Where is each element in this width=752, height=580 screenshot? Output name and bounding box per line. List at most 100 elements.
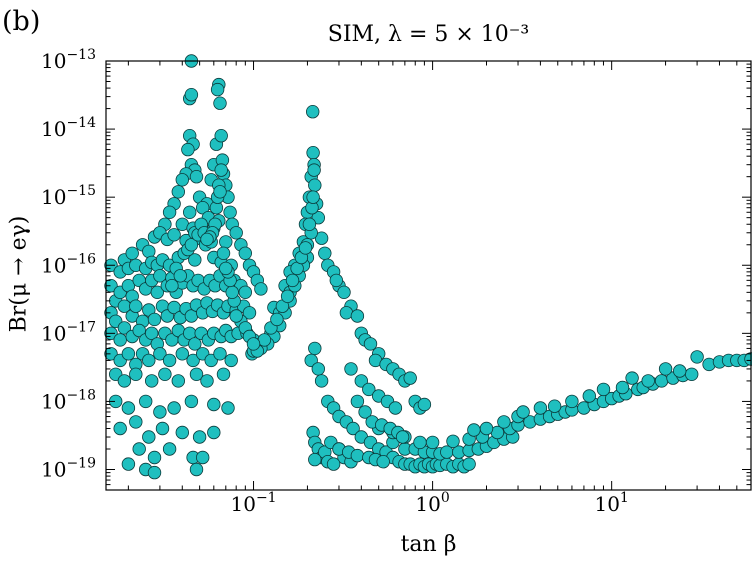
data-point bbox=[388, 401, 403, 415]
data-point bbox=[214, 163, 228, 177]
data-point bbox=[171, 374, 186, 388]
panel-label: (b) bbox=[2, 6, 41, 37]
data-point bbox=[173, 269, 188, 283]
y-tick-exponent: −19 bbox=[66, 456, 96, 472]
x-tick-exponent: 1 bbox=[620, 490, 629, 506]
data-point bbox=[125, 246, 139, 261]
data-point bbox=[306, 104, 320, 119]
data-point bbox=[175, 425, 190, 440]
y-tick-mantissa: 10 bbox=[41, 117, 66, 141]
data-point bbox=[229, 309, 243, 323]
y-tick-exponent: −13 bbox=[66, 47, 96, 63]
y-tick-label: 10−18 bbox=[41, 387, 96, 413]
data-point bbox=[186, 353, 200, 368]
data-point bbox=[690, 350, 704, 364]
data-point bbox=[223, 205, 237, 220]
data-point bbox=[308, 452, 322, 467]
data-point bbox=[117, 374, 132, 388]
data-point bbox=[216, 367, 231, 382]
y-tick-label: 10−17 bbox=[41, 319, 96, 345]
data-point bbox=[565, 394, 579, 409]
data-point bbox=[417, 397, 432, 412]
data-point bbox=[142, 353, 156, 368]
x-tick-label: 100 bbox=[415, 490, 449, 516]
data-point bbox=[150, 285, 165, 300]
data-point bbox=[497, 415, 511, 429]
data-point bbox=[246, 337, 261, 351]
data-point bbox=[533, 401, 548, 415]
tick-labels: 10−1 100 10110−1910−1810−1710−1610−1510−14… bbox=[41, 47, 629, 516]
data-point bbox=[337, 285, 351, 300]
data-point bbox=[162, 442, 177, 456]
data-point bbox=[270, 312, 284, 327]
data-point bbox=[207, 397, 221, 412]
data-point bbox=[207, 425, 221, 440]
data-point bbox=[302, 217, 317, 232]
y-tick-mantissa: 10 bbox=[41, 389, 66, 413]
data-point bbox=[117, 321, 132, 335]
data-point bbox=[242, 306, 257, 320]
data-point bbox=[147, 450, 162, 465]
x-tick-exponent: −1 bbox=[256, 490, 277, 506]
y-tick-mantissa: 10 bbox=[41, 49, 66, 73]
data-point bbox=[350, 309, 365, 323]
data-point bbox=[195, 450, 210, 465]
x-tick-mantissa: 10 bbox=[415, 492, 440, 516]
data-point bbox=[219, 261, 233, 276]
data-point bbox=[229, 226, 243, 240]
data-point bbox=[358, 405, 372, 419]
data-point bbox=[129, 299, 143, 313]
data-point bbox=[162, 205, 177, 220]
data-point bbox=[314, 231, 329, 245]
data-point bbox=[658, 362, 673, 376]
data-point bbox=[162, 353, 177, 368]
data-point bbox=[138, 394, 153, 409]
data-point bbox=[425, 435, 440, 450]
data-point bbox=[403, 371, 417, 385]
data-point bbox=[129, 415, 143, 429]
data-point bbox=[121, 457, 136, 471]
data-point bbox=[181, 142, 195, 157]
data-point bbox=[153, 405, 167, 419]
x-tick-exponent: 0 bbox=[441, 490, 450, 506]
y-tick-mantissa: 10 bbox=[41, 458, 66, 482]
data-point bbox=[189, 462, 204, 477]
y-tick-exponent: −18 bbox=[66, 387, 96, 403]
data-point bbox=[132, 442, 146, 456]
data-point bbox=[200, 232, 214, 247]
data-point bbox=[582, 389, 597, 403]
data-point bbox=[104, 279, 118, 293]
data-point bbox=[216, 246, 231, 261]
data-points bbox=[104, 54, 752, 480]
data-point bbox=[314, 374, 329, 388]
plot-frame bbox=[105, 60, 752, 491]
data-point bbox=[142, 244, 156, 259]
data-point bbox=[213, 347, 227, 361]
data-point bbox=[346, 421, 360, 436]
data-point bbox=[171, 185, 186, 199]
data-point bbox=[182, 205, 197, 220]
data-point bbox=[132, 323, 146, 338]
data-point bbox=[673, 364, 687, 378]
data-point bbox=[147, 312, 162, 327]
data-point bbox=[479, 421, 494, 436]
data-point bbox=[654, 374, 669, 388]
data-point bbox=[308, 341, 322, 356]
data-point bbox=[413, 435, 427, 450]
data-point bbox=[200, 374, 214, 388]
data-point bbox=[188, 253, 202, 267]
y-tick-exponent: −14 bbox=[66, 115, 96, 131]
data-point bbox=[625, 371, 639, 385]
data-point bbox=[192, 430, 207, 444]
data-point bbox=[144, 374, 159, 388]
data-point bbox=[362, 382, 376, 397]
chart-title: SIM, λ = 5 × 10⁻³ bbox=[327, 22, 530, 47]
data-point bbox=[311, 362, 326, 376]
data-point bbox=[685, 367, 699, 382]
data-point bbox=[467, 423, 481, 437]
data-point bbox=[350, 394, 365, 409]
data-point bbox=[167, 401, 181, 415]
axes bbox=[105, 60, 752, 491]
data-point bbox=[306, 145, 320, 160]
